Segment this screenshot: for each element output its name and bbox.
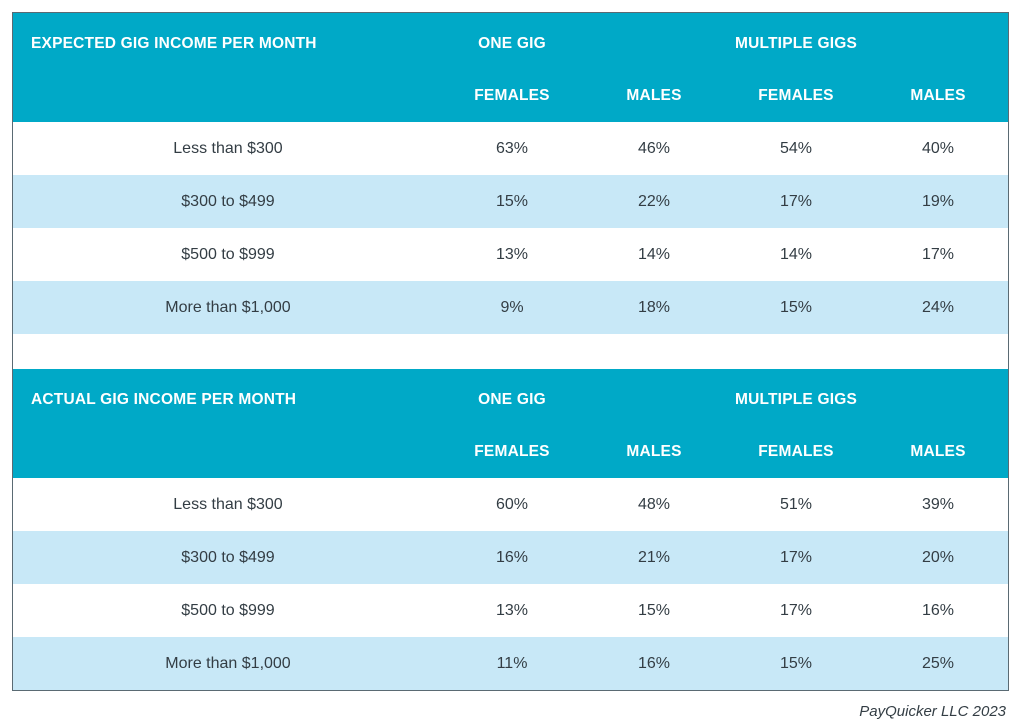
table-cell: 51% (779, 496, 813, 513)
group-header-multiple-gigs: MULTIPLE GIGS (734, 391, 858, 408)
row-label: $300 to $499 (181, 549, 275, 566)
table-cell: 15% (495, 193, 529, 210)
column-header-females: FEMALES (474, 87, 550, 104)
table-cell: 21% (637, 549, 671, 566)
table-cell: 16% (495, 549, 529, 566)
row-label: Less than $300 (173, 496, 283, 513)
row-label: More than $1,000 (165, 655, 291, 672)
table-cell: 15% (779, 655, 813, 672)
table-cell: 40% (921, 140, 955, 157)
actual-income-table: ACTUAL GIG INCOME PER MONTH ONE GIG MULT… (13, 369, 1008, 690)
table-cell: 15% (637, 602, 671, 619)
table-cell: 13% (495, 246, 529, 263)
table-cell: 15% (779, 299, 813, 316)
table-cell: 17% (779, 549, 813, 566)
table-cell: 17% (779, 602, 813, 619)
table-cell: 9% (500, 299, 524, 316)
expected-income-table: EXPECTED GIG INCOME PER MONTH ONE GIG MU… (13, 13, 1008, 334)
table-cell: 24% (921, 299, 955, 316)
table-cell: 11% (496, 655, 528, 672)
column-header-males: MALES (910, 443, 966, 460)
table-cell: 17% (921, 246, 955, 263)
row-label: $500 to $999 (181, 602, 275, 619)
table-cell: 16% (637, 655, 671, 672)
row-label: $500 to $999 (181, 246, 275, 263)
table-title: EXPECTED GIG INCOME PER MONTH (31, 35, 317, 52)
column-header-males: MALES (910, 87, 966, 104)
table-cell: 14% (779, 246, 813, 263)
table-cell: 46% (637, 140, 671, 157)
table-cell: 25% (921, 655, 955, 672)
table-cell: 19% (921, 193, 955, 210)
table-cell: 22% (637, 193, 671, 210)
table-cell: 13% (495, 602, 529, 619)
column-header-females: FEMALES (758, 87, 834, 104)
table-row: Less than $300 60% 48% 51% 39% (13, 478, 1008, 531)
table-cell: 14% (637, 246, 671, 263)
table-cell: 54% (779, 140, 813, 157)
group-header-one-gig: ONE GIG (478, 391, 546, 408)
group-header-one-gig: ONE GIG (478, 35, 546, 52)
group-header-multiple-gigs: MULTIPLE GIGS (734, 35, 858, 52)
table-row: $500 to $999 13% 14% 14% 17% (13, 228, 1008, 281)
column-header-males: MALES (626, 443, 682, 460)
table-cell: 63% (495, 140, 529, 157)
table-title: ACTUAL GIG INCOME PER MONTH (31, 391, 297, 408)
column-header-females: FEMALES (758, 443, 834, 460)
table-header: ACTUAL GIG INCOME PER MONTH ONE GIG MULT… (13, 369, 1008, 478)
table-cell: 18% (637, 299, 671, 316)
table-header: EXPECTED GIG INCOME PER MONTH ONE GIG MU… (13, 13, 1008, 122)
table-row: Less than $300 63% 46% 54% 40% (13, 122, 1008, 175)
row-label: $300 to $499 (181, 193, 275, 210)
table-cell: 20% (921, 549, 955, 566)
column-header-females: FEMALES (474, 443, 550, 460)
table-cell: 16% (921, 602, 955, 619)
income-tables-frame: EXPECTED GIG INCOME PER MONTH ONE GIG MU… (12, 12, 1009, 691)
table-row: More than $1,000 9% 18% 15% 24% (13, 281, 1008, 334)
table-cell: 60% (495, 496, 529, 513)
source-credit: PayQuicker LLC 2023 (859, 703, 1006, 720)
column-header-males: MALES (626, 87, 682, 104)
table-row: More than $1,000 11% 16% 15% 25% (13, 637, 1008, 690)
table-cell: 48% (637, 496, 671, 513)
row-label: Less than $300 (173, 140, 283, 157)
table-cell: 17% (779, 193, 813, 210)
table-row: $300 to $499 16% 21% 17% 20% (13, 531, 1008, 584)
row-label: More than $1,000 (165, 299, 291, 316)
table-cell: 39% (921, 496, 955, 513)
table-row: $300 to $499 15% 22% 17% 19% (13, 175, 1008, 228)
table-row: $500 to $999 13% 15% 17% 16% (13, 584, 1008, 637)
